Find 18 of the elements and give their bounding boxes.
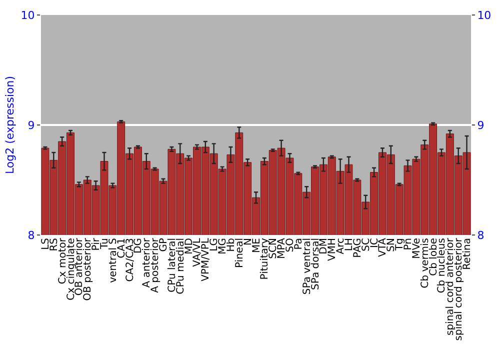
- x-tick-label: MVe: [411, 238, 422, 259]
- y-tick-label: 9: [28, 118, 35, 132]
- x-tick-label: RS: [48, 238, 60, 252]
- x-tick-label: A posterior: [150, 237, 162, 293]
- x-tick-label: Tg: [394, 238, 406, 252]
- x-tick-label: ME: [251, 238, 262, 253]
- x-tick-label: Pituitary: [260, 238, 271, 280]
- x-tick-label: OB posterior: [82, 237, 94, 301]
- x-tick-label: Retina: [462, 238, 474, 270]
- x-tick-label: spinal cord posterior: [454, 237, 465, 341]
- x-tick-label: Pa: [293, 238, 304, 250]
- x-tick-label: GP: [158, 238, 170, 252]
- y2-tick-label: 10: [477, 8, 492, 22]
- y-tick-label: 10: [20, 8, 35, 22]
- y-axis-title: Log2 (expression): [3, 76, 16, 174]
- y2-tick-label: 9: [477, 118, 484, 132]
- y2-tick-label: 8: [477, 228, 484, 242]
- y-tick-label: 8: [28, 228, 35, 242]
